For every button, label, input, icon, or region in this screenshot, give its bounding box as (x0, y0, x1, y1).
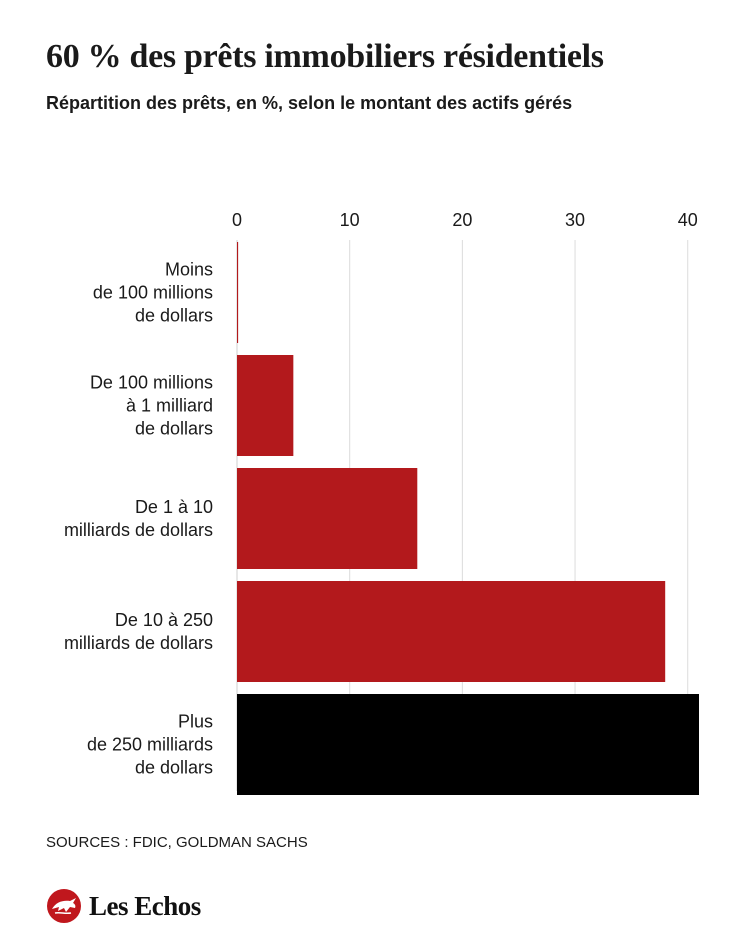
x-tick-label: 10 (340, 210, 360, 230)
les-echos-logo-icon (47, 889, 81, 923)
bar (237, 694, 699, 795)
category-label-line: De 10 à 250 (115, 610, 213, 630)
category-label: De 1 à 10 milliards de dollars (64, 497, 213, 540)
category-label-line: milliards de dollars (64, 520, 213, 540)
category-label-line: de 100 millions (93, 283, 213, 303)
brand-name: Les Echos (89, 890, 201, 921)
chart-title: 60 % des prêts immobiliers résidentiels (46, 38, 604, 75)
x-tick-label: 40 (678, 210, 698, 230)
brand: Les Echos (46, 888, 201, 924)
bar (237, 581, 666, 682)
category-label-line: de dollars (135, 306, 213, 326)
category-label-line: de dollars (135, 758, 213, 778)
chart-subtitle: Répartition des prêts, en %, selon le mo… (46, 93, 573, 113)
bar (237, 242, 239, 343)
category-label: De 10 à 250 milliards de dollars (64, 610, 213, 653)
category-label-line: de dollars (135, 419, 213, 439)
x-tick-label: 0 (232, 210, 242, 230)
source-note: SOURCES : FDIC, GOLDMAN SACHS (46, 834, 308, 851)
category-label-line: de 250 milliards (87, 735, 213, 755)
category-label-line: à 1 milliard (126, 396, 213, 416)
category-label-line: Moins (165, 260, 213, 280)
category-label-line: De 1 à 10 (135, 497, 213, 517)
bar (237, 468, 418, 569)
category-label: De 100 millions à 1 milliard de dollars (90, 373, 213, 439)
x-tick-label: 30 (565, 210, 585, 230)
bar-layer (237, 242, 699, 795)
category-label-line: De 100 millions (90, 373, 213, 393)
bar (237, 355, 294, 456)
category-label-line: Plus (178, 712, 213, 732)
category-label: Plus de 250 milliards de dollars (87, 712, 213, 778)
category-label: Moins de 100 millions de dollars (93, 260, 213, 326)
category-label-line: milliards de dollars (64, 633, 213, 653)
x-tick-label: 20 (452, 210, 472, 230)
